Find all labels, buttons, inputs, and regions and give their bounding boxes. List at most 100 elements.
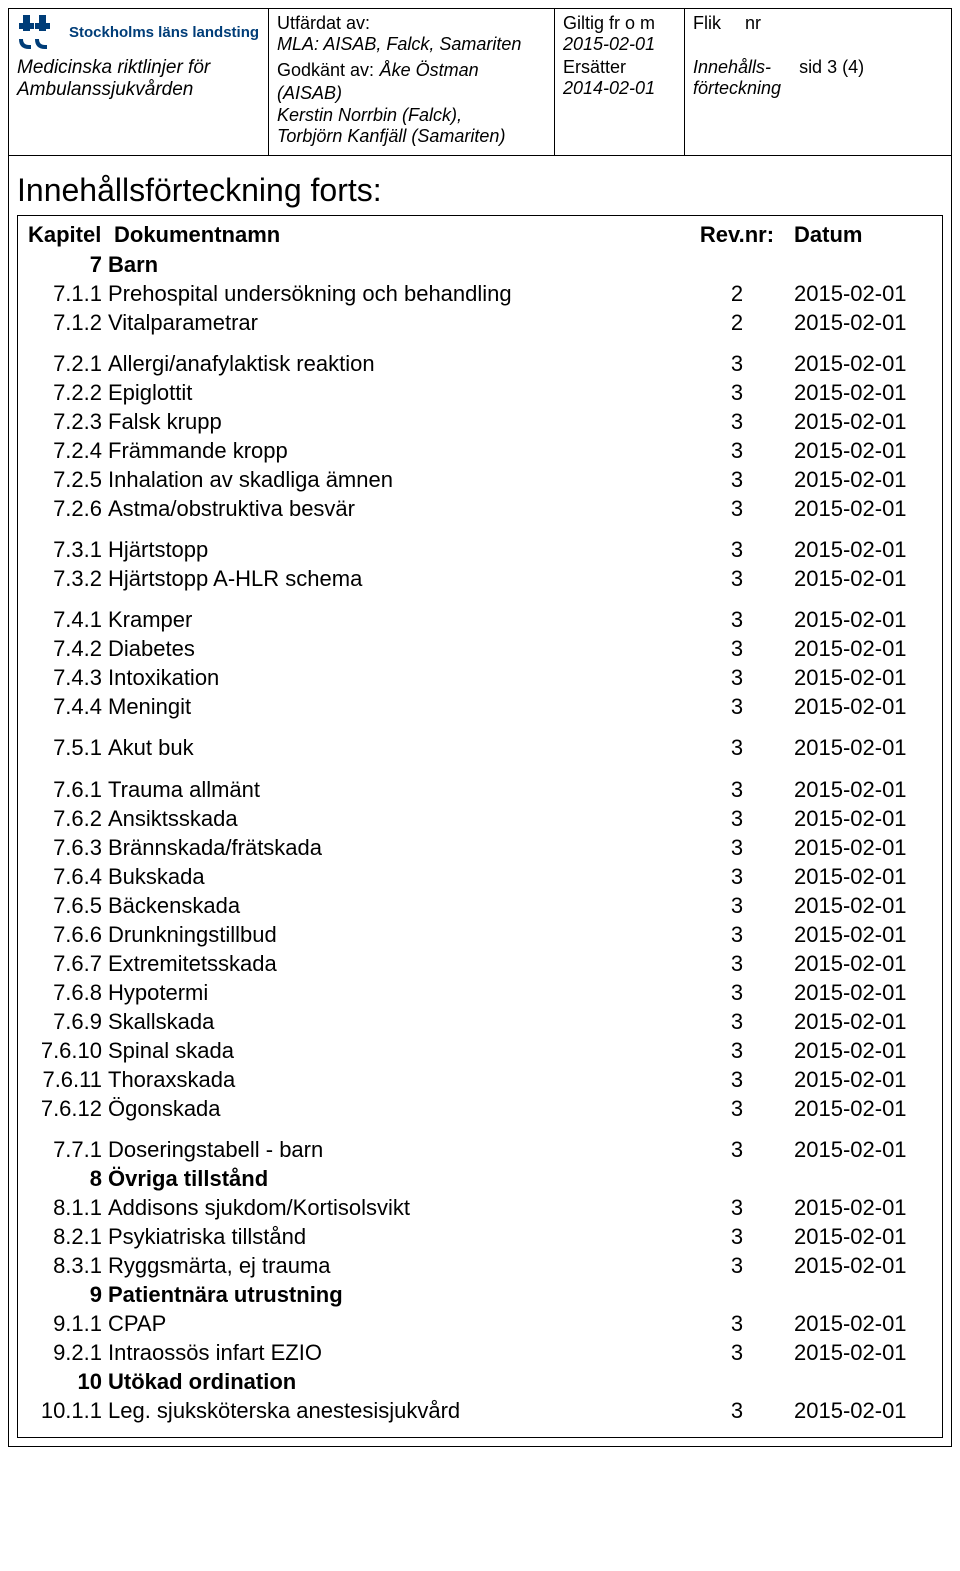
- toc-row: 7.6.8Hypotermi32015-02-01: [28, 978, 932, 1007]
- toc-row: 10.1.1Leg. sjuksköterska anestesisjukvår…: [28, 1396, 932, 1425]
- toc-date: 2015-02-01: [782, 605, 932, 634]
- toc-rev: 3: [692, 436, 782, 465]
- toc-num: 7.6.10: [28, 1036, 108, 1065]
- toc-num: 7.1.1: [28, 279, 108, 308]
- toc-rev: [692, 1164, 782, 1193]
- toc-name: Ansiktsskada: [108, 804, 692, 833]
- toc-date: [782, 1164, 932, 1193]
- toc-link-2: förteckning: [693, 78, 781, 99]
- toc-name: Främmande kropp: [108, 436, 692, 465]
- toc-num: 7.2.6: [28, 494, 108, 523]
- toc-header-row: Kapitel Dokumentnamn Rev.nr: Datum: [28, 222, 932, 248]
- toc-row: 7.3.1Hjärtstopp32015-02-01: [28, 535, 932, 564]
- toc-num: 7.4.2: [28, 634, 108, 663]
- toc-row: 7.4.2Diabetes32015-02-01: [28, 634, 932, 663]
- toc-rev: 3: [692, 494, 782, 523]
- header-col-meta: Flik nr Innehålls- förteckning sid 3 (4): [685, 9, 951, 155]
- toc-row: 8.1.1Addisons sjukdom/Kortisolsvikt32015…: [28, 1193, 932, 1222]
- toc-row: 7.4.4Meningit32015-02-01: [28, 692, 932, 721]
- org-logo-block: Stockholms läns landsting: [17, 13, 260, 51]
- toc-date: [782, 250, 932, 279]
- flik-label: Flik: [693, 13, 721, 57]
- toc-date: 2015-02-01: [782, 692, 932, 721]
- toc-row: 9Patientnära utrustning: [28, 1280, 932, 1309]
- toc-rev: 2: [692, 308, 782, 337]
- toc-date: 2015-02-01: [782, 349, 932, 378]
- document-header: Stockholms läns landsting Medicinska rik…: [9, 9, 951, 156]
- toc-name: Vitalparametrar: [108, 308, 692, 337]
- toc-row: 7.2.1Allergi/anafylaktisk reaktion32015-…: [28, 349, 932, 378]
- doc-subtitle-1: Medicinska riktlinjer för: [17, 57, 260, 79]
- toc-num: 8.3.1: [28, 1251, 108, 1280]
- toc-rev: 3: [692, 564, 782, 593]
- toc-date: 2015-02-01: [782, 949, 932, 978]
- toc-row: 7.2.6Astma/obstruktiva besvär32015-02-01: [28, 494, 932, 523]
- toc-date: [782, 1280, 932, 1309]
- toc-rev: 3: [692, 833, 782, 862]
- approved-by-line2: Kerstin Norrbin (Falck),: [277, 105, 546, 126]
- page-number: sid 3 (4): [799, 57, 864, 78]
- toc-name: Drunkningstillbud: [108, 920, 692, 949]
- col-kapitel: Kapitel: [28, 222, 108, 248]
- toc-date: 2015-02-01: [782, 1036, 932, 1065]
- toc-rev: 3: [692, 1135, 782, 1164]
- toc-num: 8.1.1: [28, 1193, 108, 1222]
- replaces-label: Ersätter: [563, 57, 676, 78]
- toc-rev: [692, 1280, 782, 1309]
- toc-date: 2015-02-01: [782, 1338, 932, 1367]
- toc-row: 7.6.4Bukskada32015-02-01: [28, 862, 932, 891]
- toc-num: 7.6.9: [28, 1007, 108, 1036]
- toc-table: Kapitel Dokumentnamn Rev.nr: Datum 7Barn…: [17, 215, 943, 1438]
- toc-date: 2015-02-01: [782, 465, 932, 494]
- toc-date: 2015-02-01: [782, 775, 932, 804]
- toc-num: 7.6.8: [28, 978, 108, 1007]
- toc-name: Meningit: [108, 692, 692, 721]
- nr-label: nr: [745, 13, 761, 57]
- toc-row: 8.2.1Psykiatriska tillstånd32015-02-01: [28, 1222, 932, 1251]
- toc-num: 7.6.12: [28, 1094, 108, 1123]
- toc-rev: 3: [692, 1036, 782, 1065]
- toc-row: 7.6.9Skallskada32015-02-01: [28, 1007, 932, 1036]
- toc-num: 7.4.1: [28, 605, 108, 634]
- toc-rev: 3: [692, 663, 782, 692]
- toc-rev: 3: [692, 1309, 782, 1338]
- toc-rev: 3: [692, 978, 782, 1007]
- toc-body: 7Barn7.1.1Prehospital undersökning och b…: [28, 250, 932, 1425]
- toc-name: Allergi/anafylaktisk reaktion: [108, 349, 692, 378]
- toc-rev: 3: [692, 775, 782, 804]
- toc-name: CPAP: [108, 1309, 692, 1338]
- toc-gap: [28, 1123, 932, 1135]
- toc-rev: 3: [692, 1193, 782, 1222]
- toc-num: 7.6.5: [28, 891, 108, 920]
- toc-date: 2015-02-01: [782, 535, 932, 564]
- toc-num: 7.5.1: [28, 733, 108, 762]
- toc-name: Hypotermi: [108, 978, 692, 1007]
- toc-num: 7.1.2: [28, 308, 108, 337]
- header-col-issued: Utfärdat av: MLA: AISAB, Falck, Samarite…: [269, 9, 555, 155]
- toc-rev: 3: [692, 349, 782, 378]
- toc-date: 2015-02-01: [782, 494, 932, 523]
- toc-name: Barn: [108, 250, 692, 279]
- toc-num: 7.7.1: [28, 1135, 108, 1164]
- toc-name: Ögonskada: [108, 1094, 692, 1123]
- toc-date: 2015-02-01: [782, 1094, 932, 1123]
- toc-row: 7.5.1Akut buk32015-02-01: [28, 733, 932, 762]
- toc-num: 7.6.6: [28, 920, 108, 949]
- toc-date: [782, 1367, 932, 1396]
- toc-name: Astma/obstruktiva besvär: [108, 494, 692, 523]
- toc-num: 9: [28, 1280, 108, 1309]
- toc-num: 7.3.1: [28, 535, 108, 564]
- toc-num: 7.2.4: [28, 436, 108, 465]
- col-rev: Rev.nr:: [692, 222, 782, 248]
- toc-num: 10: [28, 1367, 108, 1396]
- toc-name: Thoraxskada: [108, 1065, 692, 1094]
- toc-num: 7: [28, 250, 108, 279]
- toc-name: Intoxikation: [108, 663, 692, 692]
- toc-date: 2015-02-01: [782, 436, 932, 465]
- toc-rev: 3: [692, 535, 782, 564]
- toc-rev: 3: [692, 605, 782, 634]
- toc-date: 2015-02-01: [782, 833, 932, 862]
- toc-num: 7.4.3: [28, 663, 108, 692]
- toc-name: Bäckenskada: [108, 891, 692, 920]
- toc-date: 2015-02-01: [782, 407, 932, 436]
